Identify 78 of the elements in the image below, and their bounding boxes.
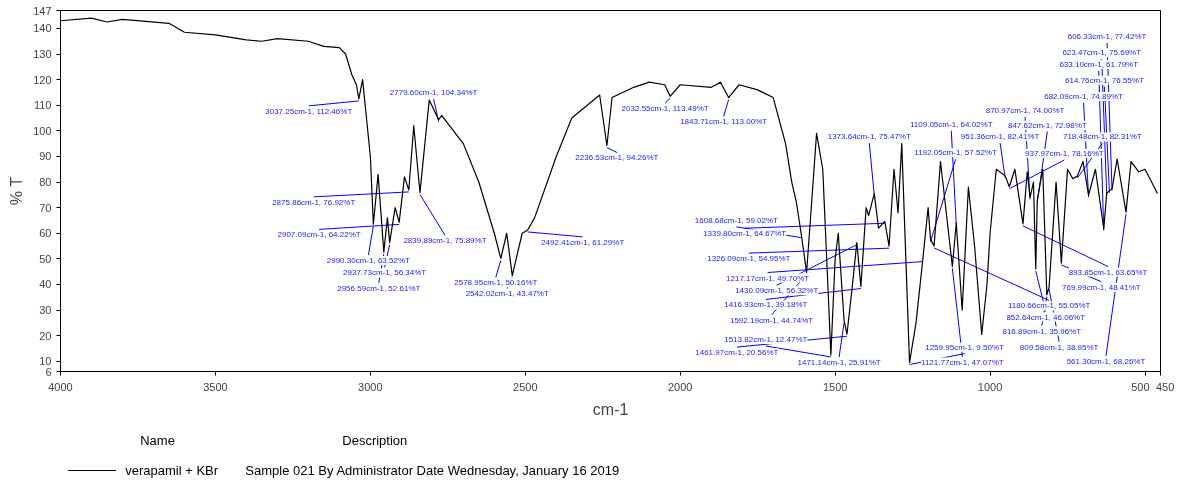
annotation: 1217.17cm-1, 49.70%T: [726, 273, 810, 283]
annotation: 561.30cm-1, 68.26%T: [1066, 356, 1146, 366]
x-tick-label: 3500: [203, 380, 228, 393]
x-tick-label: 2000: [667, 380, 693, 393]
legend-label: verapamil + KBr: [125, 463, 219, 478]
y-tick-label: 70: [39, 201, 52, 214]
y-tick-label: 10: [39, 355, 52, 368]
annotation: 847.62cm-1, 72.98%T: [1007, 120, 1087, 130]
y-tick-label: 90: [39, 150, 52, 163]
annotation: 809.58cm-1, 38.95%T: [1019, 342, 1099, 352]
annotation: 633.10cm-1, 61.79%T: [1059, 60, 1139, 70]
annotation: 1121.77cm-1, 47.07%T: [921, 357, 1004, 367]
annotation: 870.97cm-1, 74.00%T: [985, 106, 1065, 116]
line-series: [60, 17, 1158, 364]
annotation: 614.76cm-1, 76.55%T: [1065, 75, 1144, 85]
y-tick-label: 20: [39, 329, 52, 342]
annotation: 1592.19cm-1, 44.74%T: [729, 315, 814, 325]
annotation: 1843.71cm-1, 113.00%T: [680, 117, 768, 127]
y-tick-label: 110: [33, 99, 52, 112]
annotation: 951.36cm-1, 82.41%T: [960, 132, 1040, 142]
annotation: 1326.09cm-1, 54.95%T: [707, 254, 791, 264]
x-tick-label: 3000: [358, 380, 383, 393]
y-tick-label: 147: [33, 4, 52, 17]
annotation: 718.48cm-1, 82.31%T: [1062, 132, 1142, 142]
annotation: 606.33cm-1, 77.42%T: [1067, 31, 1147, 41]
annotation: 682.09cm-1, 74.89%T: [1044, 91, 1124, 101]
annotation: 1471.14cm-1, 25.91%T: [797, 358, 881, 368]
y-tick-label: 60: [39, 227, 52, 240]
x-tick-label: 4000: [48, 380, 73, 393]
y-tick-label: 50: [39, 252, 52, 265]
annotation: 2839.89cm-1, 75.89%T: [403, 236, 487, 246]
annotation: 2779.60cm-1, 104.34%T: [389, 87, 478, 97]
annotation: 1192.05cm-1, 57.52%T: [914, 148, 997, 158]
legend-title: Name: [140, 433, 175, 448]
annotation: 1461.97cm-1, 20.56%T: [695, 348, 779, 358]
annotation: 1513.82cm-1, 12.47%T: [724, 335, 808, 345]
annotation: 623.47cm-1, 75.69%T: [1062, 48, 1142, 58]
annotation: 1180.66cm-1, 55.05%T: [1007, 301, 1091, 311]
annotation: 1339.80cm-1, 64.67%T: [703, 229, 787, 239]
annotation: 2990.30cm-1, 63.52%T: [326, 255, 411, 265]
annotation: 1373.64cm-1, 75.47%T: [827, 132, 911, 142]
y-axis-title: % T: [8, 176, 26, 206]
y-tick-label: 130: [33, 48, 52, 61]
x-tick-label: 2500: [513, 380, 538, 393]
annotation: 2907.09cm-1, 64.22%T: [277, 230, 361, 240]
y-tick-label: 40: [39, 278, 52, 291]
annotation: 2578.95cm-1, 50.16%T: [454, 278, 538, 288]
annotation: 2542.02cm-1, 43.47%T: [465, 289, 549, 299]
y-tick-label: 6: [45, 365, 52, 378]
text: Description: [342, 433, 408, 448]
annotation: 2236.53cm-1, 94.26%T: [575, 153, 659, 163]
y-tick-label: 120: [33, 73, 52, 86]
y-tick-label: 30: [39, 304, 52, 317]
annotation: 769.99cm-1, 48.41%T: [1062, 282, 1141, 292]
annotation: 2492.41cm-1, 61.29%T: [541, 237, 625, 247]
annotation: 1608.68cm-1, 59.02%T: [694, 215, 779, 225]
annotation: 2937.73cm-1, 56.34%T: [343, 268, 427, 278]
x-axis-title: cm-1: [592, 400, 629, 418]
annotation: 893.85cm-1, 63.65%T: [1068, 267, 1148, 277]
annotation: 1430.09cm-1, 56.32%T: [735, 286, 819, 296]
y-tick-label: 80: [39, 176, 52, 189]
text: Sample 021 By Administrator Date Wednesday, January 16 2019: [245, 463, 620, 478]
annotation: 852.64cm-1, 46.06%T: [1006, 312, 1086, 322]
annotation: 1109.05cm-1, 64.02%T: [910, 119, 993, 129]
y-tick-label: 100: [33, 124, 52, 137]
x-tick-label: 1500: [822, 380, 848, 393]
x-tick-label: 1000: [977, 380, 1003, 393]
annotation: 816.89cm-1, 35.96%T: [1002, 326, 1082, 336]
annotation: 937.97cm-1, 78.16%T: [1024, 149, 1104, 159]
annotation: 1416.93cm-1, 39.18%T: [724, 300, 808, 310]
x-tick-label: 500: [1131, 380, 1150, 393]
y-tick-label: 140: [33, 22, 52, 35]
annotation: 2032.55cm-1, 113.49%T: [621, 104, 709, 114]
annotation: 2956.59cm-1, 52.61%T: [337, 283, 421, 293]
annotation: 2875.86cm-1, 76.92%T: [272, 197, 356, 207]
annotation: 3037.25cm-1, 112.46%T: [265, 106, 353, 116]
annotation: 1259.95cm-1, 9.50%T: [925, 342, 1005, 352]
x-tick-label: 450: [1155, 380, 1175, 393]
